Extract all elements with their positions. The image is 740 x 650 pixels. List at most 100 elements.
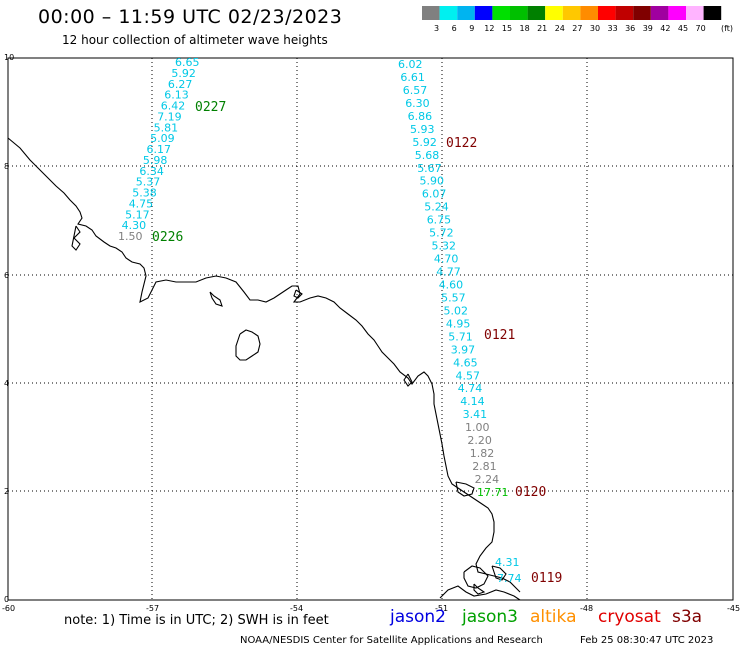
legend-swatch	[562, 6, 581, 20]
wave-height-label: 5.09	[150, 132, 175, 145]
legend-label: 70	[696, 24, 706, 33]
legend-label: 24	[555, 24, 565, 33]
credit-line: NOAA/NESDIS Center for Satellite Applica…	[240, 635, 543, 646]
legend-swatch	[668, 6, 686, 20]
wave-height-label: 7.19	[157, 110, 182, 123]
mission-cryosat: cryosat	[598, 607, 661, 627]
wave-height-label: 5.93	[410, 123, 435, 136]
wave-height-label: 4.14	[460, 395, 485, 408]
wave-height-label: 2.20	[467, 434, 492, 447]
wave-height-label: 5.68	[415, 149, 440, 162]
legend-swatch	[545, 6, 563, 20]
wave-height-label: 4.77	[436, 266, 461, 279]
color-legend: 3 6 9 12 15 18 21 24 27 30 33 36 39 42 45 70 (ft)	[422, 6, 733, 33]
wave-height-label: 6.65	[175, 56, 200, 69]
legend-label: 45	[678, 24, 688, 33]
legend-unit: (ft)	[721, 24, 733, 33]
latitude-ticks: 10 8 6 4 2 0	[4, 53, 14, 604]
coastline	[7, 137, 521, 601]
wave-height-label: 4.57	[456, 369, 481, 382]
legend-swatch	[650, 6, 669, 20]
wave-height-label: 6.86	[408, 110, 433, 123]
wave-height-label: 6.34	[139, 165, 164, 178]
pass-label: 0121	[484, 328, 515, 343]
wave-height-label: 5.72	[429, 227, 454, 240]
pass-label: 0119	[531, 571, 562, 586]
lon-tick: -48	[580, 604, 593, 613]
generated-timestamp: Feb 25 08:30:47 UTC 2023	[580, 635, 714, 646]
wave-height-label: 5.90	[420, 175, 445, 188]
legend-label: 15	[502, 24, 512, 33]
page-subtitle: 12 hour collection of altimeter wave hei…	[62, 33, 328, 47]
wave-height-label: 5.32	[432, 240, 457, 253]
legend-label: 6	[452, 24, 457, 33]
mission-s3a: s3a	[672, 607, 703, 627]
lat-tick: 2	[4, 487, 9, 496]
longitude-ticks: -60 -57 -54 -51 -48 -45	[2, 604, 740, 613]
legend-swatch	[686, 6, 704, 20]
pass-label: 0227	[195, 100, 226, 115]
wave-height-label: 6.02	[398, 58, 423, 71]
wave-height-label: 6.75	[427, 214, 452, 227]
wave-height-label: 6.27	[168, 78, 193, 91]
mission-jason2: jason2	[390, 607, 446, 627]
wave-height-label: 5.92	[412, 136, 437, 149]
wave-height-label: 4.74	[458, 382, 483, 395]
wave-height-label: 5.38	[132, 187, 157, 200]
lon-tick: -54	[290, 604, 303, 613]
legend-swatch	[598, 6, 616, 20]
wave-height-label: 4.75	[129, 197, 154, 210]
pass-labels: 0227 0226 0122 0121 0120 0119	[152, 100, 562, 586]
wave-height-label: 4.60	[439, 279, 464, 292]
wave-height-label: 4.65	[453, 356, 478, 369]
wave-height-label: 6.07	[422, 188, 447, 201]
wave-height-label: 7.74	[497, 572, 522, 585]
wave-height-label: 6.17	[147, 143, 172, 156]
map-frame	[7, 57, 734, 601]
legend-label: 27	[572, 24, 582, 33]
lon-tick: -57	[146, 604, 159, 613]
lat-tick: 8	[4, 162, 9, 171]
legend-label: 12	[484, 24, 494, 33]
wave-height-label: 17.71	[477, 486, 509, 499]
mission-altika: altika	[530, 607, 577, 627]
wave-height-label: 2.81	[472, 460, 497, 473]
wave-height-label: 3.97	[451, 343, 476, 356]
legend-label: 18	[520, 24, 530, 33]
legend-label: 42	[660, 24, 670, 33]
mission-jason3: jason3	[462, 607, 518, 627]
legend-label: 36	[625, 24, 635, 33]
wave-height-label: 6.13	[164, 89, 189, 102]
legend-swatch	[474, 6, 493, 20]
wave-height-label: 3.41	[463, 408, 488, 421]
lon-tick: -45	[727, 604, 740, 613]
wave-height-label: 5.17	[125, 208, 150, 221]
wave-height-label: 5.71	[448, 330, 473, 343]
wave-height-label: 1.00	[465, 421, 490, 434]
pass-label: 0120	[515, 485, 546, 500]
wave-height-label: 4.95	[446, 317, 471, 330]
lat-tick: 6	[4, 271, 9, 280]
wave-height-label: 5.92	[171, 67, 196, 80]
wave-height-label: 4.70	[434, 253, 459, 266]
wave-height-label: 4.30	[122, 219, 147, 232]
page-title: 00:00 – 11:59 UTC 02/23/2023	[38, 6, 343, 28]
wave-height-label: 5.24	[424, 201, 449, 214]
legend-label: 30	[590, 24, 600, 33]
graticule	[8, 58, 733, 600]
legend-swatch	[422, 6, 440, 20]
legend-swatch	[633, 6, 651, 20]
legend-label: 39	[643, 24, 653, 33]
legend-label: 3	[434, 24, 439, 33]
lon-tick: -51	[435, 604, 448, 613]
wave-height-label: 6.30	[405, 97, 430, 110]
wave-height-label: 5.98	[143, 154, 168, 167]
wave-height-label: 6.57	[403, 84, 428, 97]
legend-swatch	[492, 6, 510, 20]
wave-height-label: 2.24	[475, 473, 500, 486]
wave-height-label: 5.57	[441, 292, 466, 305]
wave-height-label: 1.82	[470, 447, 495, 460]
legend-label: 9	[469, 24, 474, 33]
legend-swatch	[615, 6, 634, 20]
pass-label: 0226	[152, 230, 183, 245]
